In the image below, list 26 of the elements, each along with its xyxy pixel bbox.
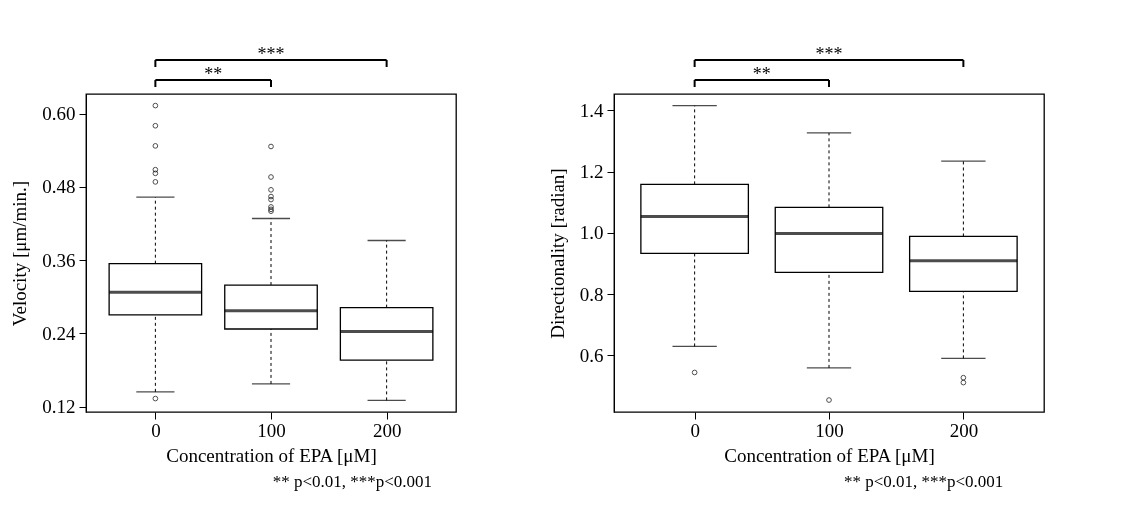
x-axis-title: Concentration of EPA [μM] bbox=[166, 444, 377, 466]
text: ** bbox=[752, 64, 771, 84]
y-axis-title: Directionality [radian] bbox=[546, 168, 568, 339]
text: ** bbox=[204, 64, 223, 84]
y-tick-label: 1.2 bbox=[579, 161, 604, 183]
y-axis-title: Velocity [μm/min.] bbox=[9, 180, 31, 327]
y-tick-label: 0.48 bbox=[42, 176, 76, 198]
x-tick-label: 100 bbox=[815, 419, 844, 441]
x-tick-label: 100 bbox=[257, 419, 286, 441]
text: *** bbox=[815, 44, 843, 64]
y-tick-label: 1.4 bbox=[579, 99, 604, 121]
x-tick-label: 0 bbox=[151, 419, 161, 441]
y-tick-label: 0.36 bbox=[42, 249, 76, 271]
y-tick-label: 0.12 bbox=[42, 396, 76, 418]
text: ** p<0.01, ***p<0.001 bbox=[843, 472, 1004, 491]
y-tick-label: 0.6 bbox=[579, 344, 604, 366]
text: ** p<0.01, ***p<0.001 bbox=[272, 472, 433, 491]
x-tick-label: 200 bbox=[372, 419, 402, 441]
x-tick-label: 0 bbox=[690, 419, 700, 441]
y-tick-label: 1.0 bbox=[579, 222, 604, 244]
y-tick-label: 0.8 bbox=[579, 283, 604, 305]
y-tick-label: 0.60 bbox=[42, 103, 76, 125]
text: *** bbox=[257, 44, 285, 64]
y-tick-label: 0.24 bbox=[42, 322, 76, 344]
x-axis-title: Concentration of EPA [μM] bbox=[724, 444, 935, 466]
x-tick-label: 200 bbox=[949, 419, 979, 441]
